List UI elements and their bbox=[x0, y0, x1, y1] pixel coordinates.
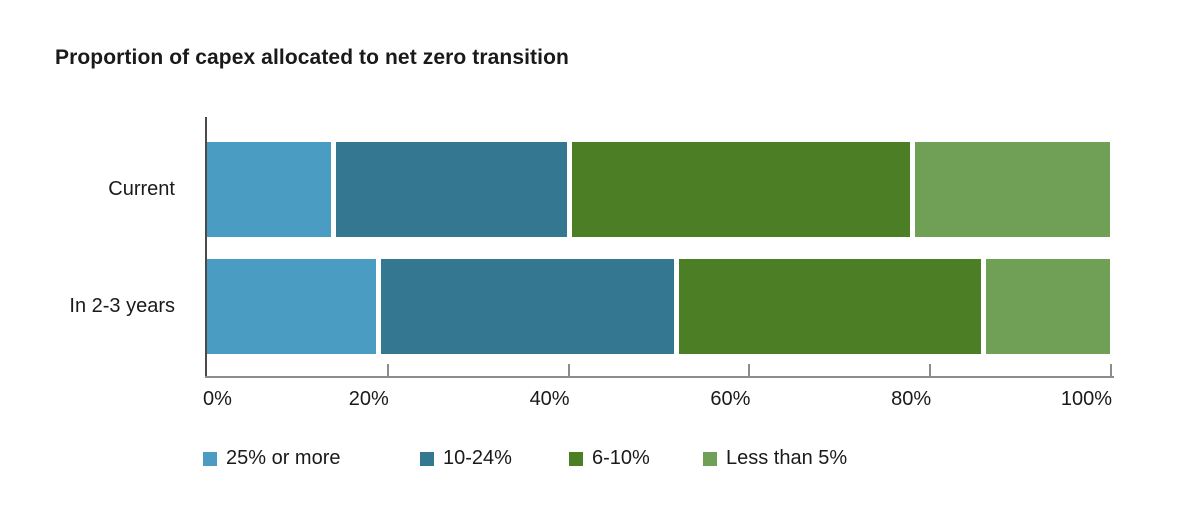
legend: 25% or more 10-24% 6-10% Less than 5% bbox=[0, 447, 1200, 473]
legend-swatch-icon bbox=[420, 451, 434, 466]
legend-swatch-icon bbox=[569, 451, 583, 466]
x-axis-tick-label: 80% bbox=[891, 388, 932, 410]
bar-segment bbox=[336, 142, 568, 237]
x-axis-tick-label: 20% bbox=[348, 388, 389, 410]
bar-segment bbox=[914, 142, 1110, 237]
legend-item: 10-24% bbox=[420, 447, 512, 470]
legend-label: 25% or more bbox=[226, 447, 341, 469]
bar-segment bbox=[380, 259, 674, 354]
stacked-bar bbox=[207, 259, 1110, 354]
legend-swatch-icon bbox=[703, 451, 717, 466]
x-axis-tick bbox=[748, 364, 751, 376]
bar-segment bbox=[985, 259, 1110, 354]
x-axis-tick bbox=[1110, 364, 1112, 376]
y-axis-line bbox=[205, 117, 207, 377]
x-axis-tick-label: 40% bbox=[529, 388, 570, 410]
stacked-bar bbox=[207, 142, 1110, 237]
bar-row: Current bbox=[0, 142, 1200, 237]
x-axis-tick-label: 0% bbox=[203, 388, 232, 410]
category-label: Current bbox=[108, 178, 175, 200]
legend-item: 6-10% bbox=[569, 447, 650, 470]
bar-row: In 2-3 years bbox=[0, 259, 1200, 354]
bar-segment bbox=[572, 142, 910, 237]
legend-label: 10-24% bbox=[443, 447, 512, 469]
x-axis-tick bbox=[567, 364, 570, 376]
x-axis-tick-label: 60% bbox=[710, 388, 751, 410]
x-axis-line bbox=[205, 376, 1114, 378]
x-axis-tick bbox=[929, 364, 932, 376]
legend-item: Less than 5% bbox=[703, 447, 847, 470]
legend-label: 6-10% bbox=[592, 447, 650, 469]
legend-item: 25% or more bbox=[203, 447, 341, 470]
x-axis-tick bbox=[386, 364, 389, 376]
bar-segment bbox=[678, 259, 981, 354]
bar-segment bbox=[207, 142, 332, 237]
x-axis-tick-label: 100% bbox=[1060, 388, 1112, 410]
bar-segment bbox=[207, 259, 376, 354]
chart-title: Proportion of capex allocated to net zer… bbox=[55, 46, 569, 69]
legend-swatch-icon bbox=[203, 451, 217, 466]
category-label: In 2-3 years bbox=[69, 295, 175, 317]
legend-label: Less than 5% bbox=[726, 447, 848, 469]
